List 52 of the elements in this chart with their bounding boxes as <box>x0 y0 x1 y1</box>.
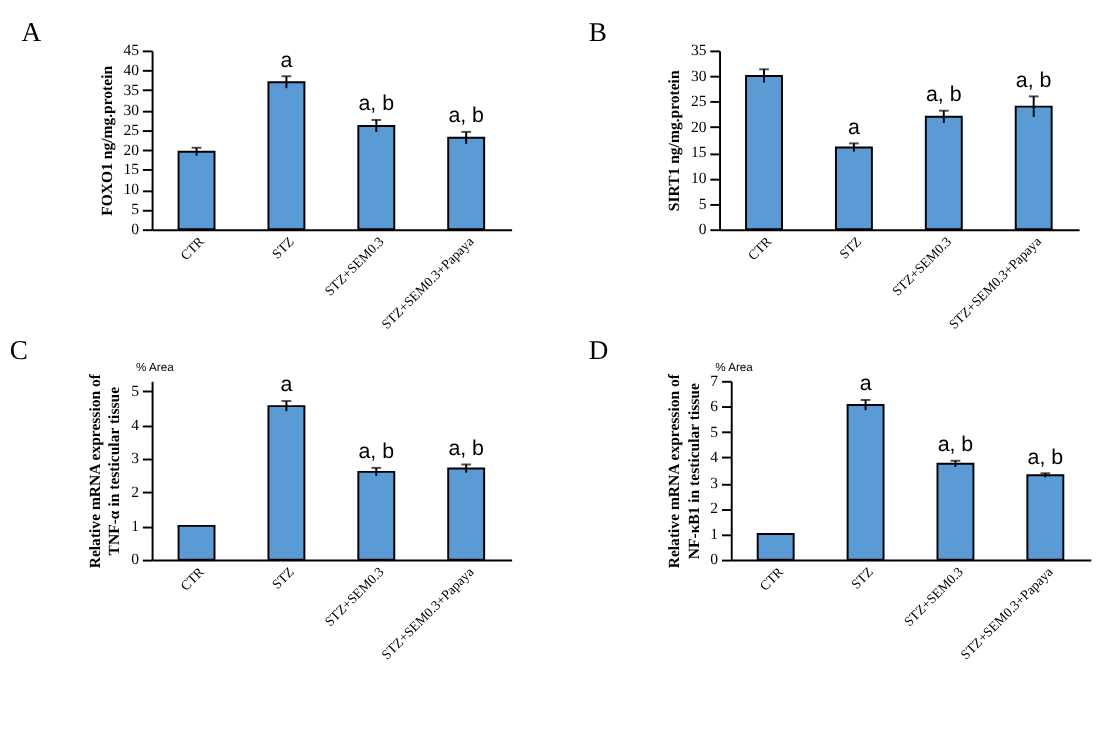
y-tick-label: 5 <box>710 422 719 441</box>
y-tick-label: 20 <box>123 140 140 159</box>
y-tick-label: 6 <box>710 397 719 416</box>
annotation: a <box>847 115 860 140</box>
y-tick-label: 1 <box>131 516 140 535</box>
y-tick-label: 30 <box>690 66 707 85</box>
y-tick-label: 5 <box>131 381 140 400</box>
y-tick-label: 2 <box>131 483 140 501</box>
y-tick-label: 30 <box>123 100 140 119</box>
annotation: a, b <box>1015 68 1052 93</box>
annotation: a <box>859 372 872 397</box>
y-tick-label: 3 <box>710 473 719 492</box>
y-tick-label: 10 <box>123 180 140 199</box>
y-tick-label: 40 <box>123 61 140 80</box>
annotation: a, b <box>448 436 485 461</box>
y-axis-title: Relative mRNA expression of TNF-α in testicular tissue <box>86 373 124 569</box>
y-axis-title: FOXO1 ng/mg.protein <box>97 64 116 216</box>
annotation: a <box>280 373 293 398</box>
y-axis-title: Relative mRNA expression of NF-κB1 in testicular tissue <box>665 373 703 569</box>
y-tick-label: 35 <box>123 81 140 100</box>
y-tick-label: 2 <box>710 499 719 518</box>
y-axis-title: SIRT1 ng/mg.protein <box>665 69 684 212</box>
chart-title: B <box>588 16 608 47</box>
annotation: a, b <box>937 433 974 458</box>
y-tick-label: 10 <box>690 169 707 187</box>
annotation: a, b <box>925 82 962 107</box>
annotation: a, b <box>358 440 395 465</box>
y-tick-label: 20 <box>690 117 707 136</box>
annotation: a, b <box>1027 445 1064 470</box>
y-tick-label: 0 <box>131 550 140 569</box>
y-tick-label: 7 <box>710 371 719 390</box>
y-tick-label: 5 <box>698 194 707 213</box>
annotation: a <box>280 48 293 73</box>
y-tick-label: 3 <box>131 449 140 468</box>
y-tick-label: 0 <box>131 220 140 239</box>
y-tick-label: 35 <box>690 41 707 60</box>
y-tick-label: 25 <box>123 120 140 139</box>
y-tick-label: 5 <box>131 200 140 219</box>
chart-title: A <box>21 16 42 47</box>
y-tick-label: 0 <box>710 550 719 569</box>
annotation: a, b <box>448 104 485 129</box>
chart-title: C <box>9 335 28 366</box>
chart-title: D <box>588 335 609 366</box>
y-tick-label: 25 <box>690 92 707 111</box>
y-tick-label: 15 <box>690 143 707 162</box>
y-tick-label: 4 <box>131 415 140 434</box>
y-tick-label: 45 <box>123 41 140 60</box>
annotation: a, b <box>358 92 395 117</box>
y-tick-label: 4 <box>710 448 719 467</box>
y-tick-label: 1 <box>710 524 719 543</box>
y-tick-label: 0 <box>698 220 707 239</box>
y-tick-label: 15 <box>123 160 140 179</box>
